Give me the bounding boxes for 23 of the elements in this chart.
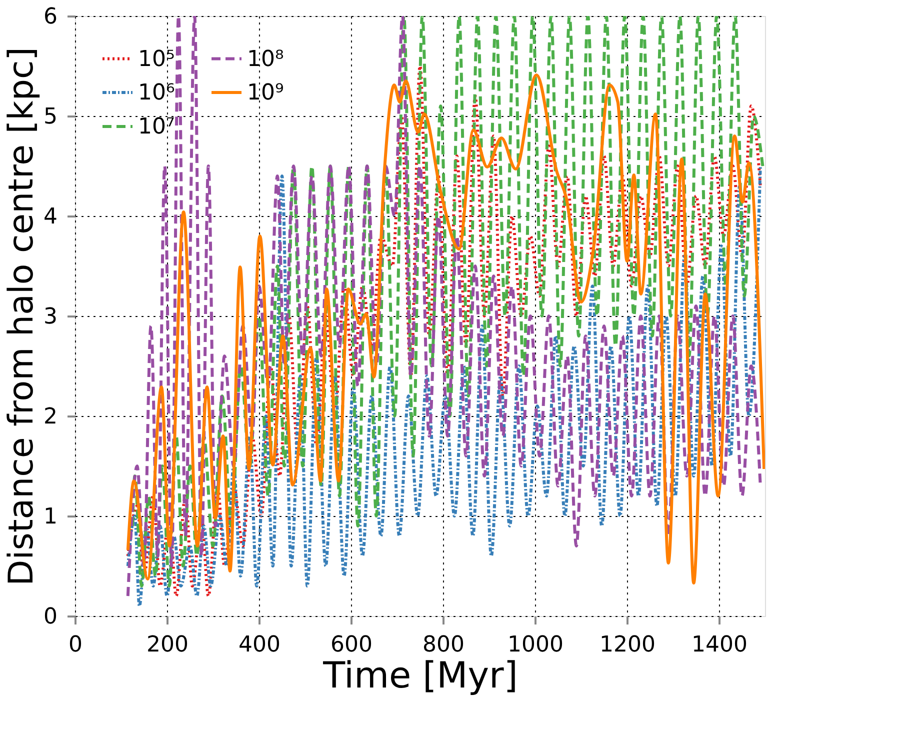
legend-label: 10⁵	[138, 46, 175, 72]
legend-label: 10⁶	[138, 80, 175, 106]
x-tick-label: 1200	[600, 632, 656, 658]
y-tick-label: 4	[44, 204, 58, 230]
y-tick-label: 1	[44, 504, 58, 530]
y-tick-label: 0	[44, 604, 58, 630]
legend-label: 10⁷	[138, 114, 175, 140]
x-tick-label: 0	[68, 632, 82, 658]
y-tick-label: 2	[44, 404, 58, 430]
y-axis-title: Distance from halo centre [kpc]	[2, 47, 42, 586]
x-tick-label: 800	[422, 632, 464, 658]
x-tick-label: 400	[238, 632, 280, 658]
x-tick-label: 600	[330, 632, 372, 658]
y-tick-label: 5	[44, 104, 58, 130]
y-tick-label: 3	[44, 304, 58, 330]
x-tick-label: 1000	[508, 632, 564, 658]
legend-label: 10⁹	[247, 80, 284, 106]
y-tick-label: 6	[44, 4, 58, 30]
x-axis-title: Time [Myr]	[322, 656, 518, 696]
x-tick-label: 200	[146, 632, 188, 658]
legend-label: 10⁸	[247, 46, 284, 72]
x-tick-label: 1400	[692, 632, 748, 658]
line-series	[126, 164, 762, 608]
